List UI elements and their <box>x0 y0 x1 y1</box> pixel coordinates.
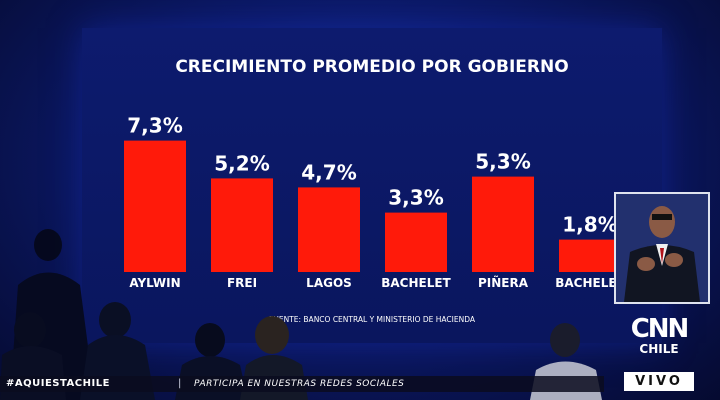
bar-value-label-5: 1,8% <box>562 213 617 237</box>
bar-4 <box>472 176 534 272</box>
bar-value-label-4: 5,3% <box>475 150 530 174</box>
ticker-separator: | <box>178 378 182 389</box>
category-label-1: FREI <box>227 276 257 290</box>
bar-chart: CRECIMIENTO PROMEDIO POR GOBIERNO 7,3% AY… <box>124 57 626 324</box>
bar-value-label-1: 5,2% <box>214 151 269 175</box>
audience-silhouettes <box>0 229 602 400</box>
bar-value-label-0: 7,3% <box>127 114 182 138</box>
bar-value-label-2: 4,7% <box>301 160 356 184</box>
category-label-5: BACHELET <box>555 276 625 290</box>
category-label-0: AYLWIN <box>129 276 180 290</box>
sign-language-interpreter <box>614 192 710 304</box>
bar-1 <box>211 178 273 272</box>
live-badge: VIVO <box>624 372 694 391</box>
logo-chile-text: CHILE <box>639 342 679 356</box>
bar-2 <box>298 187 360 272</box>
logo-cnn-text: CNN <box>630 314 690 344</box>
bars-layer: 7,3% AYLWIN 5,2% FREI 4,7% LAGOS 3,3% BACHELET 5… <box>124 114 626 290</box>
bar-3 <box>385 212 447 272</box>
chart-source: FUENTE: BANCO CENTRAL Y MINISTERIO DE HA… <box>269 315 476 324</box>
bar-value-label-3: 3,3% <box>388 186 443 210</box>
hashtag-label: #AQUIESTACHILE <box>6 378 110 389</box>
bar-5 <box>559 239 621 272</box>
bar-0 <box>124 140 186 272</box>
chart-screen: CRECIMIENTO PROMEDIO POR GOBIERNO 7,3% AY… <box>82 28 662 343</box>
ticker-message: PARTICIPA EN NUESTRAS REDES SOCIALES <box>194 379 405 389</box>
category-label-2: LAGOS <box>306 276 352 290</box>
category-label-3: BACHELET <box>381 276 451 290</box>
cnn-chile-logo: CNN CHILE <box>628 316 690 356</box>
category-label-4: PIÑERA <box>478 275 529 290</box>
chart-title: CRECIMIENTO PROMEDIO POR GOBIERNO <box>175 57 568 77</box>
lower-ticker: #AQUIESTACHILE | PARTICIPA EN NUESTRAS R… <box>0 376 604 392</box>
